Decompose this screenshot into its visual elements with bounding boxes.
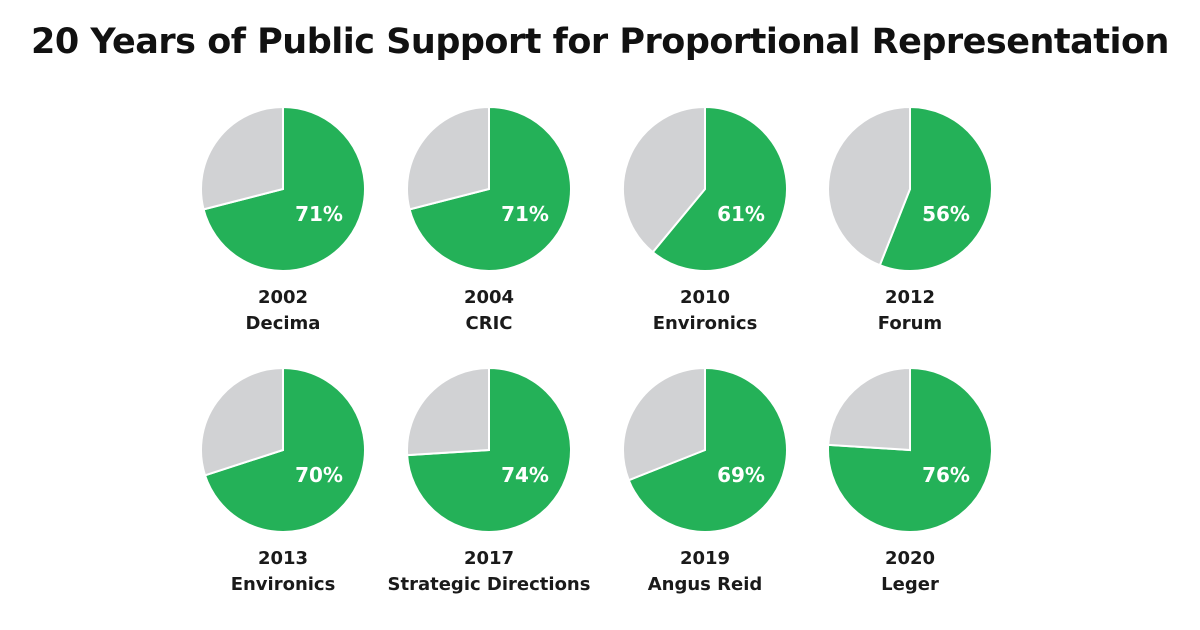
year-label: 2013 xyxy=(258,548,308,569)
year-label: 2017 xyxy=(464,548,514,569)
other-slice xyxy=(406,105,490,211)
percent-label: 76% xyxy=(922,463,970,487)
pie-2020: 76% 2020 Leger xyxy=(827,366,993,595)
pie-2004: 71% 2004 CRIC xyxy=(406,105,572,334)
pie-2012: 56% 2012 Forum xyxy=(827,105,993,334)
other-slice xyxy=(200,366,284,477)
percent-label: 74% xyxy=(501,463,549,487)
percent-label: 69% xyxy=(717,463,765,487)
other-slice xyxy=(827,105,911,267)
pollster-label: Forum xyxy=(878,313,942,334)
year-label: 2002 xyxy=(258,287,308,308)
support-slice xyxy=(651,105,788,272)
pollster-label: Angus Reid xyxy=(648,574,763,595)
chart-title: 20 Years of Public Support for Proportio… xyxy=(31,22,1169,62)
year-label: 2019 xyxy=(680,548,730,569)
pie-2002: 71% 2002 Decima xyxy=(200,105,366,334)
pollster-label: Environics xyxy=(653,313,758,334)
pollster-label: Strategic Directions xyxy=(388,574,591,595)
percent-label: 71% xyxy=(295,202,343,226)
pie-2013: 70% 2013 Environics xyxy=(200,366,366,595)
pie-2010: 61% 2010 Environics xyxy=(622,105,788,334)
percent-label: 56% xyxy=(922,202,970,226)
other-slice xyxy=(406,366,490,457)
pie-2017: 74% 2017 Strategic Directions xyxy=(388,366,591,595)
year-label: 2004 xyxy=(464,287,514,308)
pollster-label: CRIC xyxy=(466,313,513,334)
pie-2019: 69% 2019 Angus Reid xyxy=(622,366,788,595)
support-slice xyxy=(203,366,366,533)
year-label: 2020 xyxy=(885,548,935,569)
percent-label: 61% xyxy=(717,202,765,226)
pollster-label: Decima xyxy=(246,313,321,334)
support-slice xyxy=(408,105,572,272)
other-slice xyxy=(200,105,284,211)
pollster-label: Environics xyxy=(231,574,336,595)
other-slice xyxy=(622,366,706,482)
support-slice xyxy=(202,105,366,272)
support-slice xyxy=(878,105,993,272)
year-label: 2012 xyxy=(885,287,935,308)
percent-label: 70% xyxy=(295,463,343,487)
pollster-label: Leger xyxy=(881,574,939,595)
year-label: 2010 xyxy=(680,287,730,308)
support-slice xyxy=(627,366,788,533)
other-slice xyxy=(827,366,911,452)
other-slice xyxy=(622,105,706,254)
percent-label: 71% xyxy=(501,202,549,226)
